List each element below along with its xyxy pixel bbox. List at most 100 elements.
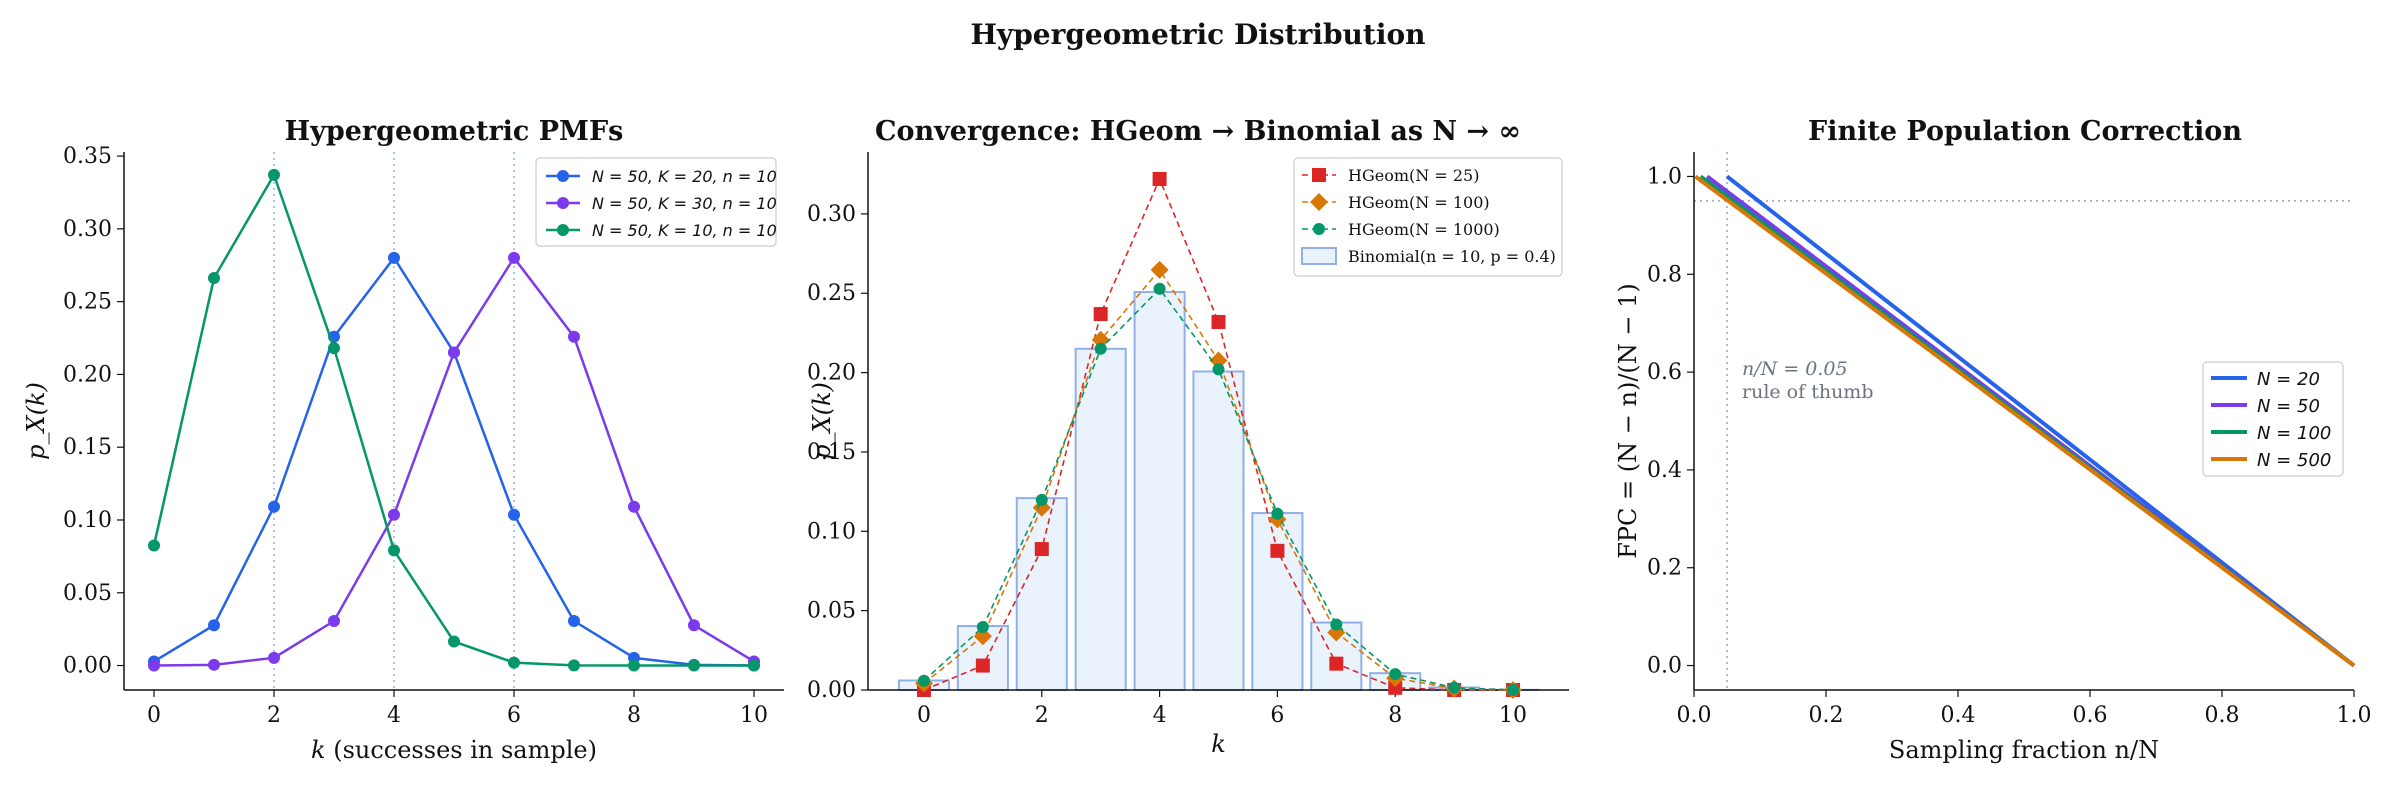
y-axis-label: FPC = (N − n)/(N − 1) [1614,283,1642,559]
conv-y-tick-label: 0.25 [807,281,856,306]
pmf-y-tick-label: 0.00 [63,654,112,679]
data-point [628,500,640,513]
legend-label: N = 500 [2257,450,2331,471]
fpc-x-tick-label: 1.0 [2337,703,2372,728]
pmf-y-tick-label: 0.25 [63,290,112,315]
legend-label: HGeom(N = 1000) [1348,220,1500,239]
annotation-text: rule of thumb [1742,381,1873,403]
pmf-x-tick-label: 4 [387,703,401,728]
data-point [1091,330,1110,349]
data-point [975,658,990,673]
fpc-y-tick-label: 0.4 [1647,458,1682,483]
legend-label: N = 50 [2257,396,2320,417]
conv-y-tick-label: 0.00 [807,678,856,703]
data-point [748,659,760,672]
data-point [1507,683,1520,696]
legend-label: Binomial(n = 10, p = 0.4) [1348,247,1556,266]
pmf-y-tick-label: 0.30 [63,217,112,242]
fpc-x-tick-label: 0.8 [2205,703,2240,728]
legend-label: N = 50, K = 20, n = 10 [592,167,777,186]
pmf-y-tick-label: 0.35 [63,144,112,169]
conv-y-tick-label: 0.05 [807,599,856,624]
x-axis-label: k [1211,730,1226,758]
pmf-y-tick-label: 0.15 [63,435,112,460]
data-point [208,619,220,632]
pmf-panel-title: Hypergeometric PMFs [285,116,624,147]
legend: N = 20 N = 50 N = 100 N = 500 [2202,361,2344,477]
data-point [508,508,520,521]
legend-marker [1312,168,1326,182]
legend-swatch [1301,247,1337,265]
data-point [208,272,220,285]
conv-y-tick-label: 0.10 [807,519,856,544]
x-axis-label: Sampling fraction n/N [1889,736,2159,764]
data-point [1093,307,1108,322]
fpc-curve [1694,174,2356,668]
legend-label: N = 50, K = 10, n = 10 [592,221,777,240]
data-point [208,658,220,671]
convergence-panel-title: Convergence: HGeom → Binomial as N → ∞ [875,116,1521,147]
data-point [1212,363,1225,376]
data-point [268,168,280,181]
series-line [153,255,755,667]
x-axis-label-var: k [311,736,326,764]
conv-x-tick-label: 4 [1153,703,1167,728]
data-point [688,619,700,632]
data-point [1389,668,1402,681]
conv-x-tick-label: 2 [1035,703,1049,728]
pmf-y-tick-label: 0.20 [63,362,112,387]
binomial-bar [1074,347,1127,691]
conv-y-tick-label: 0.15 [807,440,856,465]
legend-label: HGeom(N = 25) [1348,166,1479,185]
data-point [568,659,580,672]
data-point [508,251,520,264]
fpc-x-tick-label: 0.2 [1809,703,1844,728]
binomial-bar [1015,497,1068,692]
pmf-x-tick-label: 8 [627,703,641,728]
y-axis-label: p_X(k) [808,382,836,460]
legend: HGeom(N = 25) HGeom(N = 100) HGeom(N = 100… [1293,157,1563,277]
data-point [1153,282,1166,295]
binomial-bar [1192,370,1245,691]
data-point [448,635,460,648]
annotation-text: n/N = 0.05 [1742,358,1848,380]
fpc-y-tick-label: 0.2 [1647,556,1682,581]
x-axis-label-rest: (successes in sample) [326,736,597,764]
data-point [1034,542,1049,557]
fpc-x-tick-label: 0.4 [1941,703,1976,728]
pmf-panel: Hypergeometric PMFs 0 2 4 6 8 10 0.00 0.05 0.10 0… [22,116,784,764]
data-point [1152,171,1167,186]
y-axis-label: p_X(k) [22,382,50,460]
fpc-y-tick-label: 0.0 [1647,654,1682,679]
data-point [268,651,280,664]
data-point [568,615,580,628]
data-point [268,500,280,513]
conv-x-tick-label: 6 [1270,703,1284,728]
data-point [148,539,160,552]
data-point [568,330,580,343]
data-point [628,659,640,672]
data-point [508,656,520,669]
pmf-y-tick-label: 0.10 [63,508,112,533]
data-point [328,342,340,355]
fpc-x-tick-label: 0.6 [2073,703,2108,728]
binomial-bar [1251,512,1304,691]
legend-label: N = 50, K = 30, n = 10 [592,194,777,213]
pmf-y-tick-label: 0.05 [63,581,112,606]
conv-y-tick-label: 0.30 [807,202,856,227]
data-point [1209,351,1228,370]
data-point [1271,507,1284,520]
pmf-x-tick-label: 6 [507,703,521,728]
data-point [1211,314,1226,329]
legend-box [535,157,777,247]
legend-marker [557,197,569,209]
data-point [388,544,400,557]
data-point [1270,543,1285,558]
data-point [148,659,160,672]
pmf-x-tick-label: 10 [740,703,768,728]
binomial-bar [1133,290,1186,691]
fpc-panel: Finite Population Correction 0.0 0.2 0.4 0.… [1614,116,2372,764]
data-point [1330,618,1343,631]
conv-x-tick-label: 8 [1388,703,1402,728]
